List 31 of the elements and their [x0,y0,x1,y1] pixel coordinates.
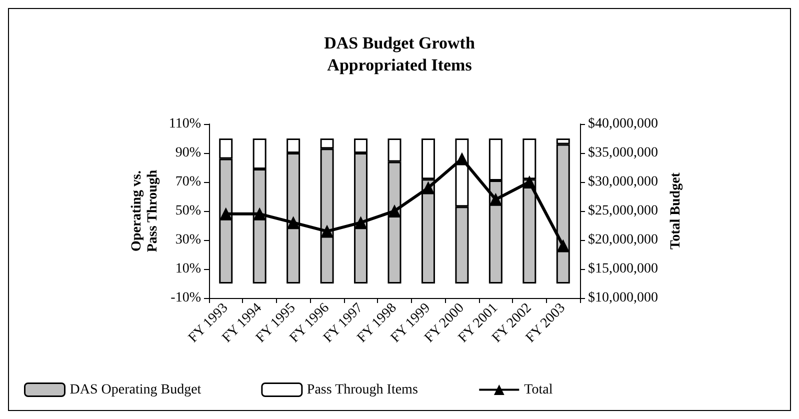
point [354,216,368,230]
legend-label: DAS Operating Budget [70,382,202,398]
y2-tick-label: $35,000,000 [588,146,658,160]
legend-label: Total [524,382,553,398]
y-tick-label: 110% [168,116,202,132]
y2-tick-label: $10,000,000 [588,290,658,306]
y2-tick-label: $25,000,000 [588,204,658,218]
y2-axis-title: Total Budget [668,172,684,250]
point [388,204,401,218]
y-tick-label: 50% [175,204,202,218]
legend-label: Pass Through Items [306,382,418,398]
y2-tick-label: $20,000,000 [588,232,658,248]
y2-tick-label: $30,000,000 [588,174,658,190]
point [522,176,536,188]
y-tick-label: 30% [175,232,202,248]
point [422,181,435,194]
y-tick-label: -10% [170,290,202,306]
point [455,152,468,166]
point [556,239,570,252]
point [219,207,232,220]
y2-tick-label: $15,000,000 [588,262,658,276]
point [489,192,502,206]
y-tick-label: 10% [175,262,202,276]
point [320,224,334,238]
point [253,207,266,220]
y2-tick-label: $40,000,000 [588,116,658,132]
y-tick-label: 90% [175,146,202,160]
chart-title: DAS Budget Growth Appropriated Items [324,34,476,74]
y-axis-title: Operating vs. Pass Through [130,170,160,252]
point [286,216,300,230]
y-tick-label: 70% [175,174,202,190]
